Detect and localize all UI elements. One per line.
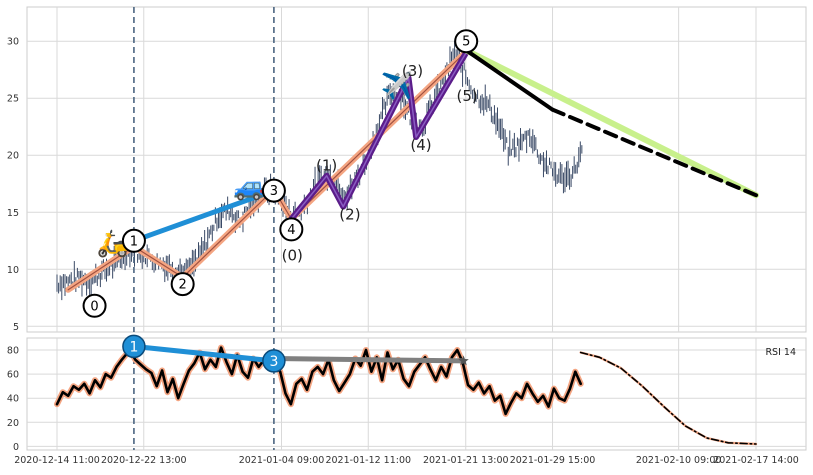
x-tick-label: 2020-12-22 13:00 <box>101 455 187 466</box>
wave-label-circle <box>170 272 195 297</box>
wave-label-circle <box>454 29 479 54</box>
wave-label-circle <box>279 217 304 242</box>
x-tick-label: 2021-02-10 09:00 <box>636 455 722 466</box>
rsi-marker-label: 1 <box>129 339 138 355</box>
wave-label: (5) <box>456 87 477 105</box>
price-y-tick-label: 15 <box>7 208 19 219</box>
trend-line-projection <box>463 47 759 199</box>
price-y-tick-label: 20 <box>7 151 19 162</box>
rsi-projection-line <box>579 351 757 445</box>
rsi-trend-end-marker <box>458 355 469 366</box>
price-y-tick-label: 5 <box>13 322 19 333</box>
rsi-y-tick-label: 80 <box>7 346 19 357</box>
x-tick-label: 2021-01-29 15:00 <box>510 455 596 466</box>
price-y-tick-label: 25 <box>7 94 19 105</box>
trend-line-projection-dashed <box>550 107 758 198</box>
wave-label: 5 <box>462 35 470 50</box>
rsi-marker-label: 3 <box>269 354 278 370</box>
wave-label: 4 <box>287 223 295 238</box>
wave-label: (0) <box>282 247 303 265</box>
wave-label: 1 <box>130 234 138 249</box>
rsi-panel-frame <box>26 337 807 451</box>
price-y-tick-label: 10 <box>7 265 19 276</box>
wave-path-primary-core <box>67 50 467 291</box>
rsi-marker-circle <box>262 349 286 373</box>
wave-label: (4) <box>410 136 431 154</box>
rsi-marker-circle <box>122 334 146 359</box>
x-tick-label: 2021-01-04 09:00 <box>239 455 325 466</box>
wave-path-subwave-core <box>290 51 467 220</box>
trend-line-projection-solid <box>464 48 555 112</box>
car-icon: 🚙 <box>233 172 265 202</box>
wave-label: (1) <box>316 157 337 175</box>
wave-label: (2) <box>339 206 360 224</box>
rsi-y-tick-label: 60 <box>7 370 19 381</box>
airplane-icon: ✈️ <box>381 70 413 102</box>
price-y-tick-label: 30 <box>7 37 19 48</box>
wave-label: 0 <box>90 299 98 314</box>
rsi-y-tick-label: 0 <box>13 442 19 453</box>
rsi-series-line <box>55 346 583 416</box>
wave-label: 2 <box>179 278 187 293</box>
x-tick-label: 2020-12-14 11:00 <box>14 455 100 466</box>
rsi-rsi-trend-grey <box>271 356 466 364</box>
wave-label: 3 <box>270 184 278 199</box>
rsi-y-tick-label: 20 <box>7 418 19 429</box>
x-tick-label: 2021-02-17 14:00 <box>713 455 799 466</box>
rsi-legend: RSI 14 <box>765 347 796 358</box>
wave-label-circle <box>82 293 107 318</box>
rsi-rsi-trend-1-3 <box>131 343 277 364</box>
trend-line-wave-1-3 <box>131 188 277 244</box>
wave-label-circle <box>261 178 286 203</box>
wave-label: (3) <box>402 62 423 80</box>
x-tick-label: 2021-01-12 11:00 <box>325 455 411 466</box>
rsi-y-tick-label: 40 <box>7 394 19 405</box>
x-tick-label: 2021-01-21 13:00 <box>423 455 509 466</box>
wave-label-circle <box>121 228 146 253</box>
price-panel-frame <box>26 6 807 333</box>
